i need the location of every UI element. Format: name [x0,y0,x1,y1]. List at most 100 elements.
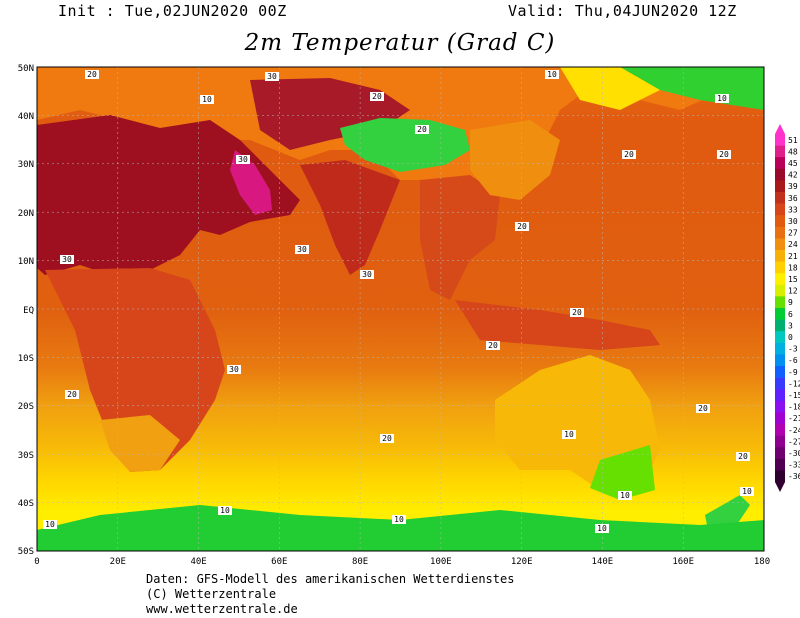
credit-website: www.wetterzentrale.de [146,602,298,616]
svg-text:10: 10 [742,487,752,496]
colorbar-label: 18 [788,263,798,272]
colorbar-label: 15 [788,275,798,284]
land-se-asia [420,175,500,300]
colorbar-swatch [775,400,785,413]
svg-text:20: 20 [67,390,77,399]
colorbar-label: 42 [788,171,798,180]
colorbar-swatch [775,424,785,436]
contour-label: 10 [200,95,214,104]
colorbar-top-arrow [775,124,785,134]
contour-label: 10 [562,430,576,439]
land-australia-se [590,445,655,500]
colorbar-label: -21 [788,414,800,423]
svg-text:20: 20 [417,125,427,134]
contour-label: 10 [715,94,729,103]
colorbar-swatch [775,238,785,251]
longitude-labels: 0 20E 40E 60E 80E 100E 120E 140E 160E 18… [34,557,770,567]
colorbar-swatch [775,377,785,390]
colorbar-label: 6 [788,310,793,319]
land-africa-south [45,268,225,472]
lat-label: 50N [18,64,34,74]
valid-time: Valid: Thu,04JUN2020 12Z [508,2,737,20]
svg-text:10: 10 [202,95,212,104]
colorbar-label: -24 [788,426,800,435]
colorbar-swatch [775,157,785,170]
colorbar-label: -27 [788,437,800,446]
contour-label: 30 [227,365,241,374]
map-frame [36,66,765,552]
svg-text:10: 10 [597,524,607,533]
colorbar-swatch [775,250,785,262]
colorbar-swatch [775,319,785,332]
colorbar-label: 33 [788,205,798,214]
latitude-labels: 50N 40N 30N 20N 10N EQ 10S 20S 30S 40S 5… [18,64,34,557]
colorbar-label: 24 [788,240,798,249]
colorbar: 51484542393633302724211815129630-3-6-9-1… [775,124,800,492]
colorbar-label: -33 [788,461,800,470]
lon-label: 80E [352,557,368,567]
contour-label: 20 [65,390,79,399]
contour-label: 20 [736,452,750,461]
svg-text:20: 20 [719,150,729,159]
lat-label: 40N [18,112,34,122]
colorbar-swatch [775,203,785,216]
colorbar-swatch [775,458,785,471]
colorbar-swatch [775,215,785,228]
svg-text:10: 10 [564,430,574,439]
lat-label: 50S [18,547,34,557]
colorbar-label: -15 [788,391,800,400]
colorbar-swatch [775,389,785,402]
colorbar-swatch [775,226,785,239]
svg-text:20: 20 [382,434,392,443]
lat-label: EQ [23,306,34,316]
svg-text:30: 30 [297,245,307,254]
svg-text:10: 10 [717,94,727,103]
contour-label: 10 [392,515,406,524]
contour-label: 20 [696,404,710,413]
svg-text:20: 20 [738,452,748,461]
contour-label: 20 [570,308,584,317]
contour-label: 20 [370,92,384,101]
lat-label: 30N [18,160,34,170]
lon-label: 40E [190,557,206,567]
contour-label: 30 [295,245,309,254]
lat-label: 30S [18,451,34,461]
colorbar-label: 45 [788,159,798,168]
colorbar-label: 3 [788,321,793,330]
lon-label: 140E [592,557,614,567]
contour-label: 20 [415,125,429,134]
colorbar-swatch [775,145,785,158]
svg-text:20: 20 [488,341,498,350]
contour-label: 10 [545,70,559,79]
graticule [37,67,764,551]
svg-text:30: 30 [362,270,372,279]
colorbar-label: 39 [788,182,798,191]
colorbar-swatch [775,354,785,367]
colorbar-label: -18 [788,403,800,412]
colorbar-swatch [775,412,785,425]
contour-label: 10 [43,520,57,529]
contour-label: 30 [236,155,250,164]
lon-label: 60E [271,557,287,567]
colorbar-swatch [775,308,785,320]
colorbar-swatch [775,192,785,204]
colorbar-label: -12 [788,379,800,388]
colorbar-swatch [775,134,785,146]
contour-label: 20 [380,434,394,443]
colorbar-swatch [775,284,785,297]
colorbar-label: 9 [788,298,793,307]
colorbar-swatch [775,447,785,460]
lat-label: 20N [18,209,34,219]
contour-label: 20 [85,70,99,79]
colorbar-swatch [775,180,785,193]
colorbar-swatch [775,296,785,309]
colorbar-swatch [775,168,785,181]
colorbar-swatch [775,366,785,378]
colorbar-label: 30 [788,217,798,226]
contour-label: 10 [740,487,754,496]
colorbar-label: -6 [788,356,798,365]
contour-label: 10 [618,491,632,500]
svg-text:20: 20 [624,150,634,159]
contour-label: 20 [515,222,529,231]
